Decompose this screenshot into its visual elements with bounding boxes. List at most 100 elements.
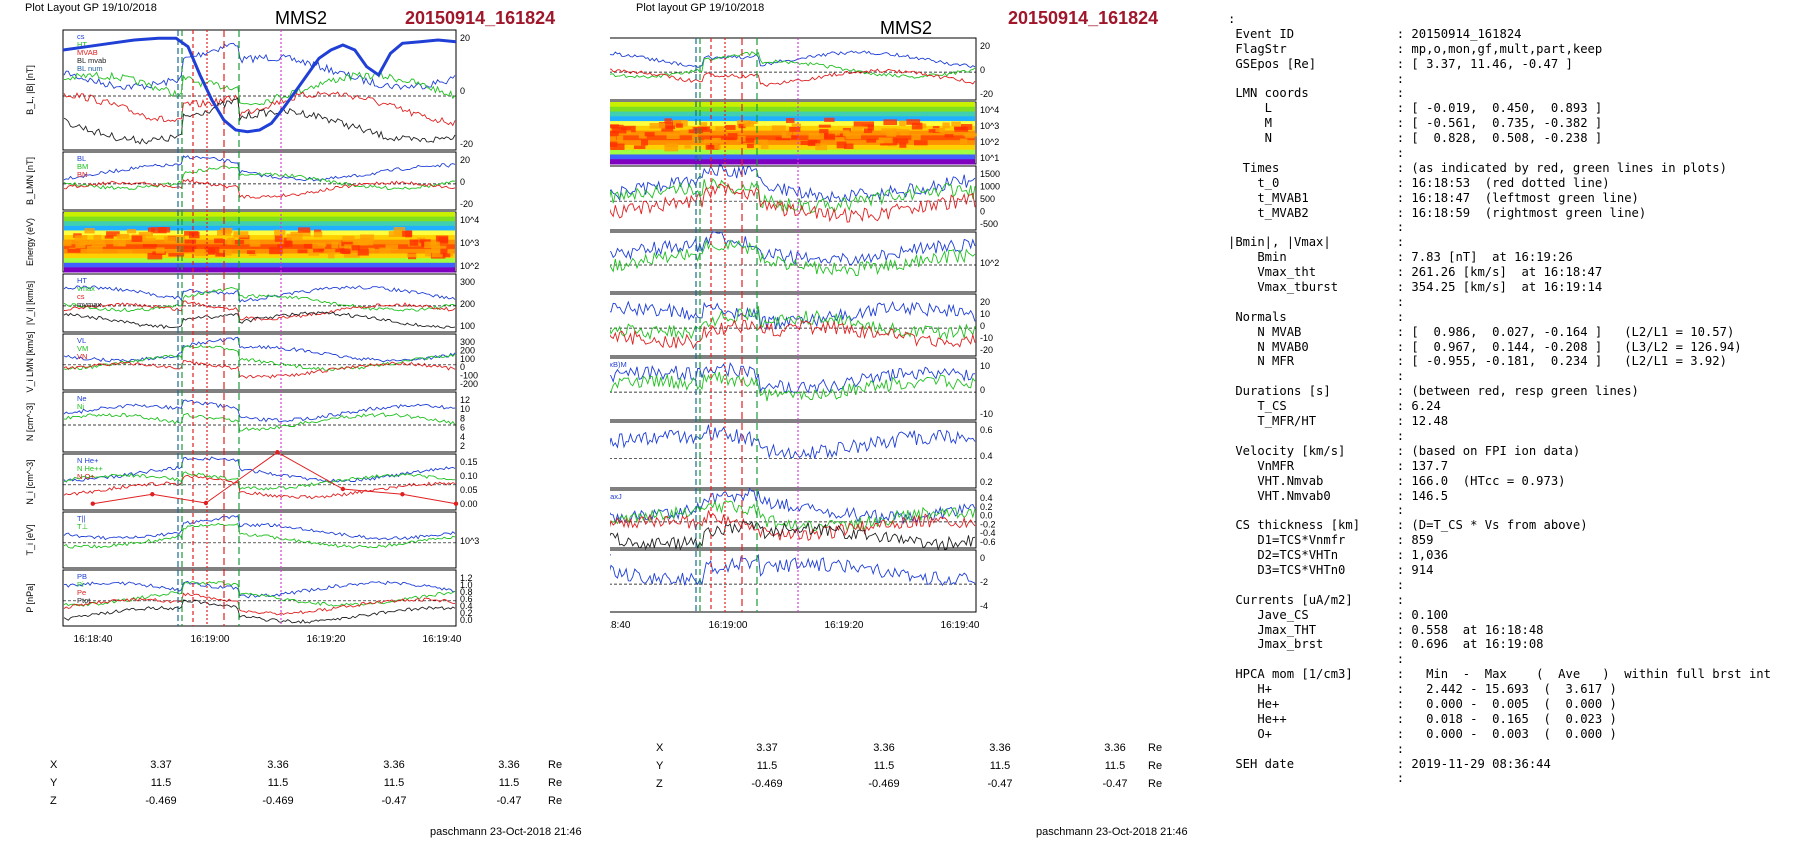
- y-tick-label: 0.15: [460, 457, 478, 467]
- spectrogram-cell: [800, 140, 815, 146]
- spectrogram-cell: [284, 241, 293, 247]
- y-tick-label: 6: [460, 423, 465, 433]
- spectrogram-cell: [844, 143, 854, 150]
- spectrogram-cell: [314, 229, 322, 233]
- summary-line: Bmin : 7.83 [nT] at 16:19:26: [1228, 250, 1573, 265]
- spectrogram-cell: [900, 129, 910, 136]
- spectrogram-cell: [63, 240, 72, 247]
- legend-entry: VM: [77, 344, 88, 353]
- spectrogram-cell: [610, 124, 624, 129]
- legend-entry: cs: [77, 32, 85, 41]
- summary-line: |Bmin|, |Vmax| :: [1228, 235, 1405, 250]
- mid-eph-z-0: -0.469: [751, 778, 783, 790]
- y-tick-label: 300: [460, 337, 475, 347]
- y-tick-label: 10^4: [460, 215, 479, 225]
- series-line: [610, 361, 976, 395]
- series-line: [63, 97, 456, 145]
- spectrogram-band: [64, 235, 455, 241]
- spectrogram-cell: [406, 253, 417, 258]
- y-tick-label: 0.2: [460, 608, 473, 618]
- spectrogram-cell: [911, 122, 923, 130]
- spectrogram-cell: [703, 139, 719, 145]
- legend-entry: (VexB)M: [610, 360, 627, 369]
- spectrogram-cell: [158, 227, 171, 233]
- spectrogram-cell: [714, 144, 721, 150]
- spectrogram-band: [610, 154, 975, 160]
- spectrogram-band: [64, 216, 455, 222]
- y-tick-label: 0.00: [460, 499, 478, 509]
- legend-entry: N He+: [77, 456, 99, 465]
- summary-line: N MVAB0 : [ 0.967, 0.144, -0.208 ] (L3/L…: [1228, 339, 1742, 354]
- spectrogram-cell: [736, 135, 746, 142]
- summary-line: :: [1228, 146, 1405, 161]
- summary-line: :: [1228, 369, 1405, 384]
- spectrogram-cell: [837, 133, 848, 140]
- spectrogram-band: [64, 225, 455, 231]
- spectrogram-cell: [274, 235, 283, 242]
- spectrogram-cell: [419, 239, 431, 244]
- spectrogram-cell: [341, 248, 351, 255]
- spectrogram-cell: [914, 140, 928, 146]
- spectrogram-cell: [342, 235, 355, 242]
- y-tick-label: -0.2: [980, 519, 996, 529]
- spectrogram-cell: [775, 137, 791, 141]
- summary-line: VHT.Nmvab0 : 146.5: [1228, 488, 1449, 503]
- summary-line: [1228, 786, 1798, 801]
- mid-eph-z-label: Z: [656, 778, 663, 790]
- y-axis-label: V_i LMN [km/s]: [25, 331, 35, 392]
- mid-eph-unit-y: Re: [1148, 760, 1163, 772]
- spectrogram-cell: [393, 227, 406, 233]
- legend-entry: mvmax: [77, 300, 101, 309]
- spectrogram-cell: [664, 118, 672, 124]
- spectrogram-cell: [184, 239, 197, 244]
- spectrogram-cell: [93, 234, 102, 241]
- spectrogram-cell: [720, 136, 735, 140]
- spectrogram-cell: [215, 252, 225, 257]
- left-eph-unit-z: Re: [548, 795, 563, 807]
- spectrogram-band: [64, 221, 455, 227]
- summary-line: Currents [uA/m2] :: [1228, 592, 1405, 607]
- spectrogram-cell: [616, 135, 624, 142]
- spectrogram-band: [610, 111, 975, 117]
- y-tick-label: 10^1: [980, 153, 999, 163]
- spectrogram-cell: [808, 133, 825, 140]
- series-line: [63, 522, 456, 549]
- y-tick-label: -20: [980, 89, 993, 99]
- y-axis-label: |V_i| [km/s]: [25, 281, 35, 325]
- spectrogram-cell: [864, 121, 875, 127]
- spectrogram-cell: [664, 145, 679, 152]
- spectrogram-cell: [791, 123, 802, 128]
- spectrogram-cell: [842, 129, 850, 137]
- spectrogram-cell: [147, 252, 163, 260]
- y-tick-label: -0.4: [980, 528, 996, 538]
- spectrogram-band: [64, 244, 455, 250]
- spectrogram-cell: [679, 129, 693, 135]
- summary-line: Durations [s] : (between red, resp green…: [1228, 384, 1639, 399]
- spectrogram-cell: [883, 119, 898, 126]
- legend-entry: J maxJ: [610, 492, 622, 501]
- left-eph-z-label: Z: [50, 795, 57, 807]
- summary-line: D3=TCS*VHTn0 : 914: [1228, 562, 1434, 577]
- legend-entry: J*E': [610, 552, 612, 561]
- spectrogram-cell: [672, 119, 688, 127]
- spectrogram-cell: [116, 233, 130, 239]
- mid-eph-x-3: 3.36: [1104, 742, 1126, 754]
- y-tick-label: 10^3: [460, 238, 479, 248]
- series-line: [610, 553, 976, 587]
- spectrogram-cell: [402, 230, 413, 237]
- legend-entry: T||: [77, 514, 86, 523]
- summary-line: :: [1228, 12, 1236, 26]
- spectrogram-cell: [638, 134, 647, 139]
- y-tick-label: 100: [460, 354, 475, 364]
- summary-line: T_MFR/HT : 12.48: [1228, 414, 1449, 429]
- spectrogram-cell: [633, 145, 646, 150]
- spectrogram-cell: [815, 143, 828, 151]
- spectrogram-band: [64, 267, 455, 273]
- spectrogram-cell: [781, 131, 793, 139]
- spectrogram-cell: [368, 247, 375, 252]
- left-event-title: 20150914_161824: [405, 8, 556, 28]
- spectrogram-cell: [286, 233, 303, 241]
- spectrogram-cell: [911, 134, 921, 141]
- spectrogram-band: [610, 149, 975, 155]
